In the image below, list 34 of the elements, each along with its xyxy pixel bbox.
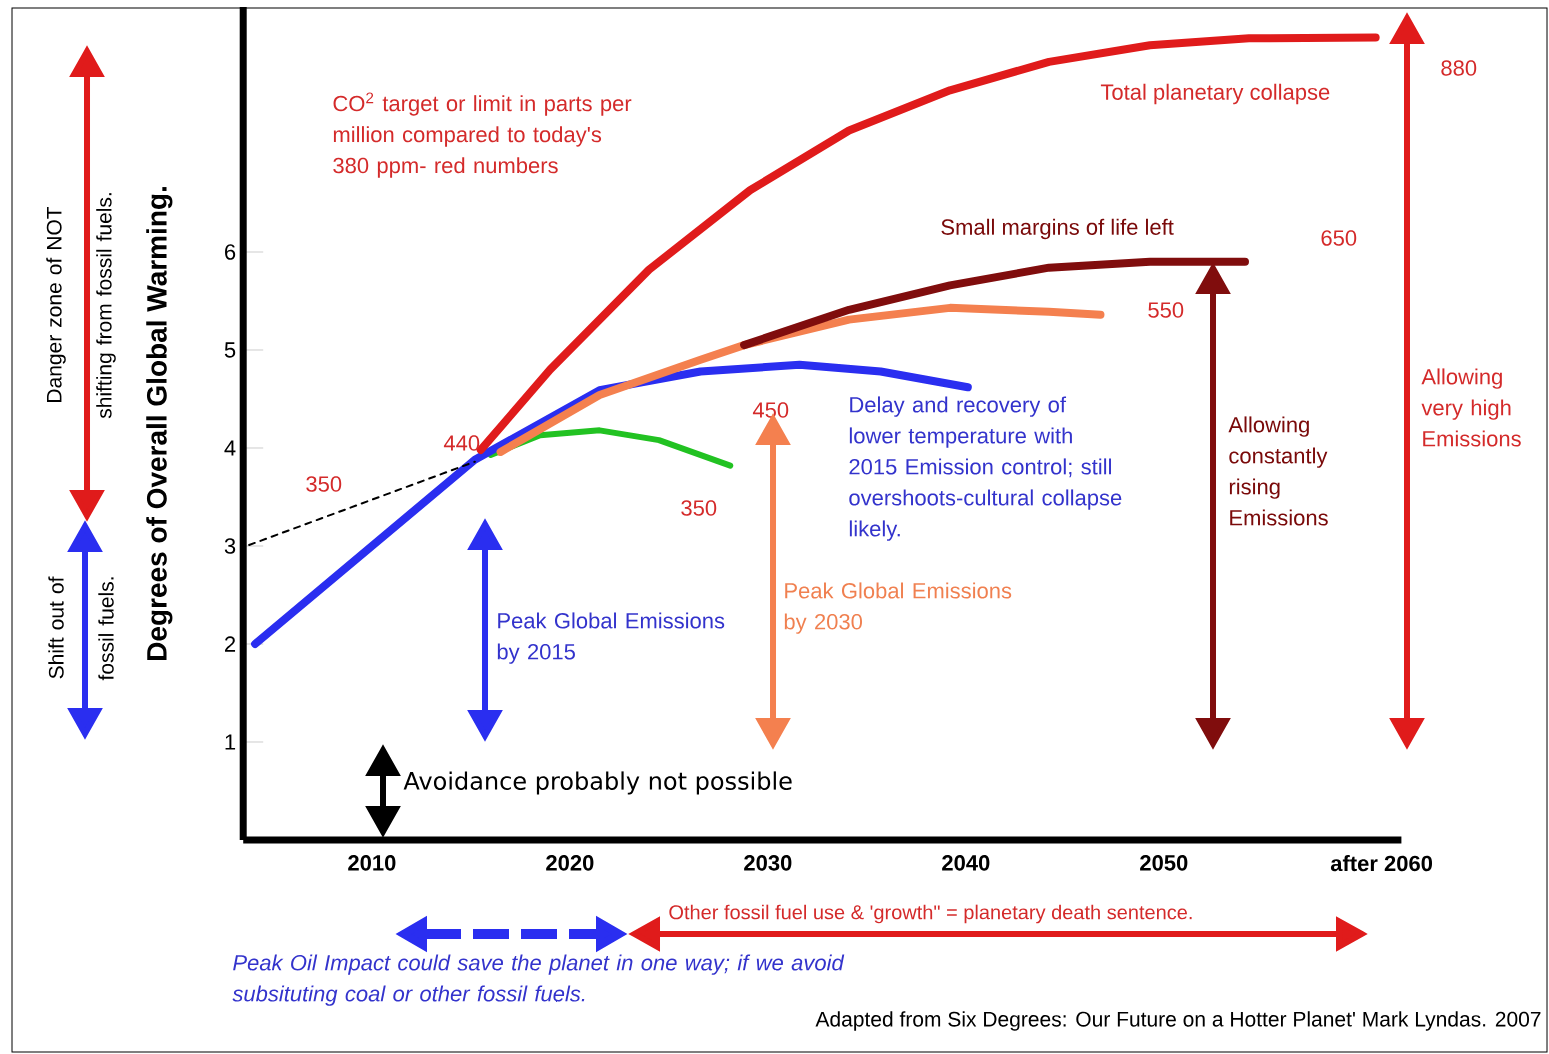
text: Danger zone of NOT shifting from fossil fuels. [46,193,116,419]
annotation: 350 [681,500,717,516]
text: 880 [1441,60,1477,76]
x-tick-label: 2020 [546,855,594,871]
annotation: Peak Global Emissions by 2030 [784,582,1012,634]
y-tick-label: 4 [224,440,236,456]
annotation: Peak Global Emissions by 2015 [497,612,725,664]
annotation: 350 [306,476,342,492]
x-tick-label: after 2060 [1330,855,1433,872]
y-tick-label: 6 [225,244,236,260]
annotation: Small margins of life left [941,218,1174,240]
y-tick-label: 2 [225,636,236,652]
x-tick-label: 2010 [348,855,396,871]
annotation: Total planetary collapse [1100,83,1330,105]
y-tick-label: 3 [224,538,236,554]
annotation: Avoidance probably not possible [403,771,792,795]
text: Shift out of fossil fuels. [48,576,114,681]
text: Other fossil fuel use & 'growth" = planetary death sentence. [669,904,1192,924]
text: Peak Oil Impact could save the planet in one way; if we avoid subsituting coal or other fossil fuels. [232,954,845,1006]
x-tick-label: 2030 [744,855,792,871]
text: Allowing very high Emissions [1421,368,1521,447]
x-tick-label: 2050 [1140,855,1188,871]
x-tick-label: 2040 [942,855,990,871]
annotation: Delay and recovery of lower temperature with 2015 Emission control; still overshoots-cultural collapse likely. [849,396,1122,541]
annotation: 440 [443,435,480,451]
annotation: CO$^{2}$ target or limit in parts per million compared to today's 380 ppm- red numbers [333,92,632,178]
annotation: Allowing constantly rising Emissions [1228,416,1328,526]
annotation: 650 [1321,230,1357,246]
text: Adapted from Six Degrees: Our Future on a Hotter Planet' Mark Lyndas. 2007 [815,1011,1541,1031]
annotation: 550 [1148,302,1184,318]
annotation: 450 [752,402,789,418]
y-tick-label: 5 [224,342,236,358]
y-axis-title: Degrees of Overall Global Warming. [146,187,173,660]
y-tick-label: 1 [225,734,236,750]
